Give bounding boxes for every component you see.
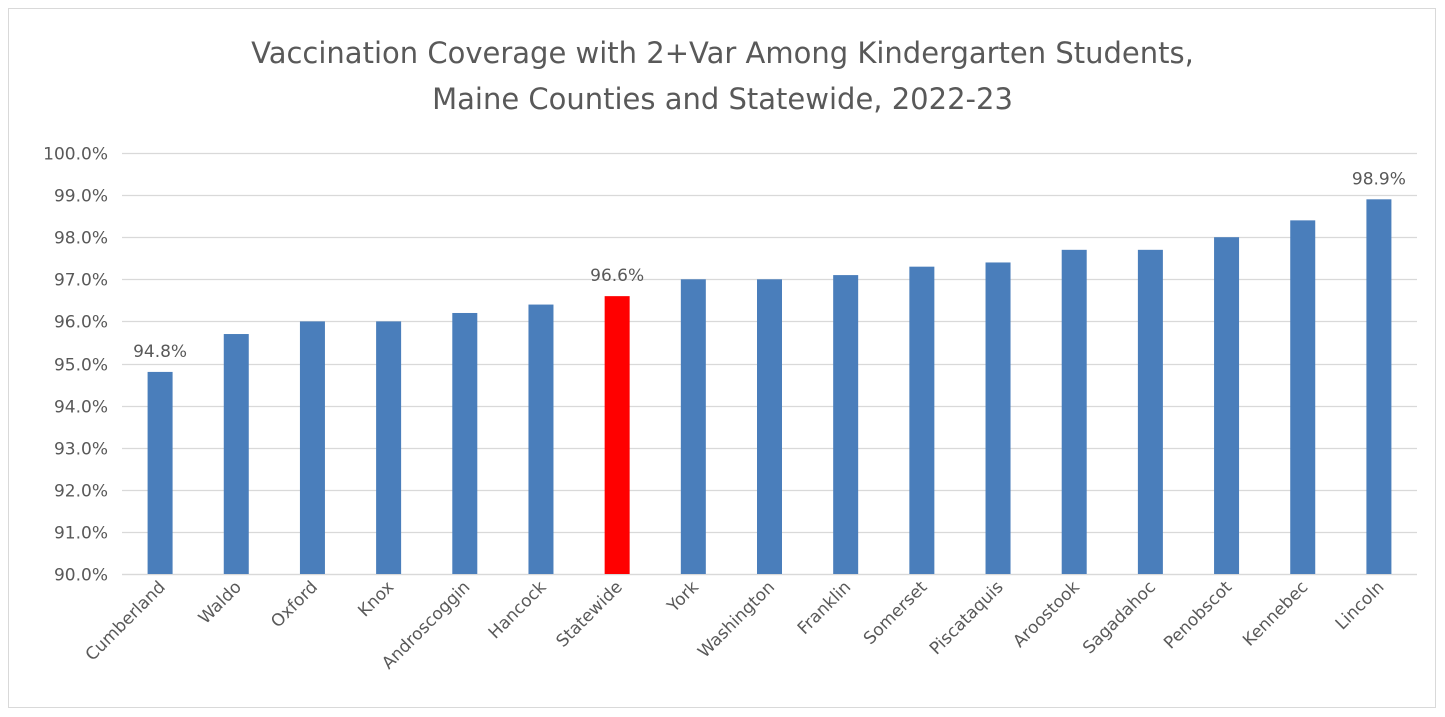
- x-tick-label-piscataquis: Piscataquis: [926, 577, 1008, 659]
- bar-penobscot: [1214, 237, 1240, 574]
- bar-knox: [376, 321, 402, 574]
- x-tick-label-kennebec: Kennebec: [1239, 577, 1312, 650]
- bar-waldo: [223, 334, 249, 574]
- y-tick-label: 94.0%: [54, 398, 108, 418]
- bar-aroostook: [1061, 249, 1087, 574]
- bar-washington: [757, 279, 782, 574]
- chart-title: Vaccination Coverage with 2+Var Among Ki…: [0, 30, 1445, 122]
- bar-lincoln: [1366, 199, 1392, 574]
- y-tick-label: 100.0%: [43, 145, 108, 165]
- y-tick-label: 96.0%: [54, 313, 108, 333]
- bar-sagadahoc: [1137, 249, 1163, 574]
- bar-piscataquis: [985, 262, 1011, 574]
- x-tick-label-penobscot: Penobscot: [1160, 577, 1236, 653]
- x-tick-label-hancock: Hancock: [485, 577, 551, 643]
- y-tick-label: 92.0%: [54, 482, 108, 502]
- bar-cumberland: [147, 371, 173, 574]
- bar-hancock: [528, 304, 554, 574]
- x-tick-label-washington: Washington: [694, 577, 779, 662]
- bars: [147, 199, 1392, 575]
- bar-somerset: [909, 266, 935, 574]
- y-axis: 90.0% 91.0% 92.0% 93.0% 94.0% 95.0% 96.0% 97.0%…: [43, 145, 1417, 586]
- bar-androscoggin: [452, 312, 478, 574]
- y-tick-label: 91.0%: [54, 524, 108, 544]
- x-tick-label-franklin: Franklin: [794, 577, 855, 638]
- chart-title-line-1: Vaccination Coverage with 2+Var Among Ki…: [251, 36, 1194, 70]
- bar-york: [680, 279, 706, 574]
- bar-oxford: [299, 321, 325, 574]
- x-tick-label-somerset: Somerset: [860, 577, 932, 649]
- y-tick-label: 99.0%: [54, 187, 108, 207]
- x-tick-label-waldo: Waldo: [195, 577, 246, 628]
- x-tick-label-aroostook: Aroostook: [1009, 577, 1084, 652]
- x-tick-label-statewide: Statewide: [553, 577, 627, 651]
- x-tick-label-knox: Knox: [354, 577, 398, 621]
- y-tick-label: 98.0%: [54, 229, 108, 249]
- y-tick-label: 90.0%: [54, 566, 108, 586]
- x-tick-label-york: York: [663, 577, 703, 617]
- x-tick-label-lincoln: Lincoln: [1332, 577, 1389, 634]
- bar-kennebec: [1290, 220, 1316, 575]
- y-tick-label: 95.0%: [54, 356, 108, 376]
- data-label-lincoln: 98.9%: [1352, 169, 1406, 189]
- x-tick-label-cumberland: Cumberland: [82, 577, 170, 665]
- data-label-cumberland: 94.8%: [133, 342, 187, 362]
- x-tick-label-sagadahoc: Sagadahoc: [1079, 577, 1160, 658]
- bar-franklin: [833, 275, 859, 574]
- y-tick-label: 93.0%: [54, 440, 108, 460]
- bar-statewide: [604, 296, 630, 574]
- data-labels: 94.8% 96.6% 98.9%: [133, 169, 1406, 362]
- y-tick-label: 97.0%: [54, 271, 108, 291]
- chart-title-line-2: Maine Counties and Statewide, 2022-23: [432, 82, 1013, 116]
- data-label-statewide: 96.6%: [590, 266, 644, 286]
- x-tick-label-oxford: Oxford: [267, 577, 322, 632]
